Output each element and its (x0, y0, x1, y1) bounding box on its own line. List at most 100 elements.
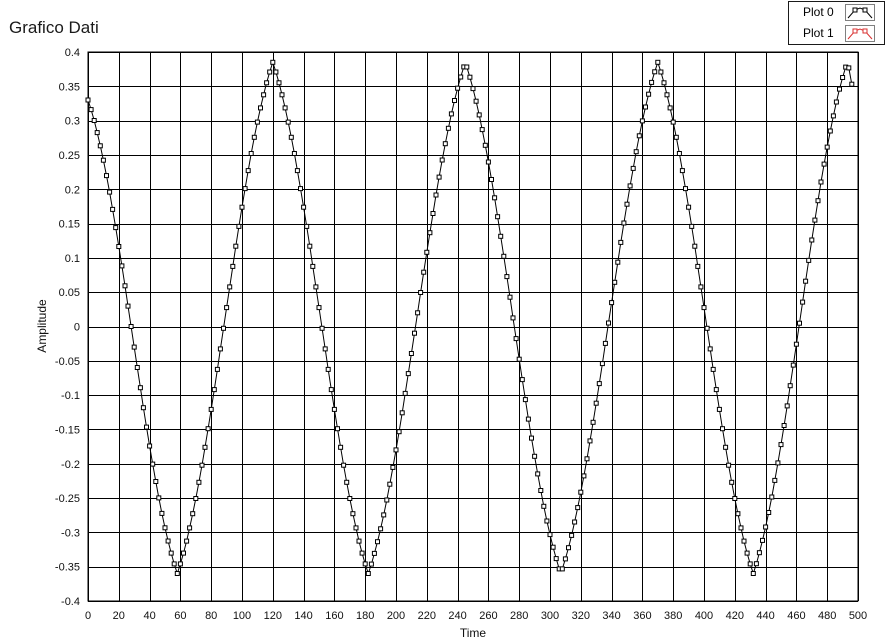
data-point (664, 92, 670, 98)
data-point (587, 438, 593, 444)
data-point (325, 366, 331, 372)
data-point (319, 325, 325, 331)
data-point (544, 518, 550, 524)
x-tick-label: 300 (541, 610, 559, 622)
data-point (713, 387, 719, 393)
data-point (224, 305, 230, 311)
data-point (436, 174, 442, 180)
data-point (670, 119, 676, 125)
y-tick-label: -0.3 (61, 527, 80, 539)
data-point (492, 195, 498, 201)
data-point (624, 201, 630, 207)
data-point (815, 198, 821, 204)
data-point (208, 406, 214, 412)
data-point (248, 151, 254, 156)
data-point (91, 118, 97, 123)
data-point (744, 550, 750, 556)
legend-item-plot-1[interactable]: Plot 1 (789, 23, 884, 44)
legend-label-plot-0: Plot 0 (803, 5, 834, 19)
data-point (445, 125, 451, 131)
data-point (301, 204, 307, 210)
data-point (612, 279, 618, 285)
data-point (781, 423, 787, 428)
data-point (590, 419, 596, 425)
plot-legend[interactable]: Plot 0 Plot 1 (788, 1, 885, 45)
data-point (793, 341, 799, 347)
data-point (787, 383, 793, 389)
data-point (676, 151, 682, 156)
x-tick-label: 60 (174, 610, 186, 622)
y-tick-label: 0.15 (59, 219, 80, 231)
x-tick-label: 180 (356, 610, 374, 622)
line-marker-icon[interactable] (845, 25, 875, 42)
y-tick-label: 0.4 (65, 47, 80, 59)
data-point (104, 173, 109, 179)
x-tick-label: 360 (633, 610, 651, 622)
data-point (322, 346, 328, 352)
data-point (162, 525, 168, 531)
data-point (538, 488, 544, 493)
data-point (593, 400, 599, 406)
legend-item-plot-0[interactable]: Plot 0 (789, 2, 884, 23)
data-point (599, 361, 605, 367)
data-point (144, 424, 149, 430)
data-point (245, 168, 251, 174)
y-tick-label: 0 (74, 322, 80, 334)
data-point (683, 186, 688, 192)
data-point (242, 186, 248, 192)
data-point (100, 157, 106, 163)
data-point (264, 80, 270, 86)
data-point (408, 351, 414, 356)
data-point (381, 512, 387, 518)
data-point (217, 346, 223, 352)
data-point (171, 561, 177, 567)
data-point (452, 98, 457, 103)
data-point (88, 107, 94, 113)
data-point (772, 477, 778, 483)
data-point (581, 473, 587, 479)
y-tick-label: -0.05 (55, 356, 80, 368)
data-point (153, 479, 159, 484)
data-point (827, 128, 833, 134)
data-point (279, 92, 285, 98)
data-point (661, 80, 667, 86)
data-point (110, 206, 116, 212)
data-point (735, 511, 741, 517)
data-point (775, 460, 781, 466)
x-tick-label: 20 (113, 610, 125, 622)
data-point (535, 471, 541, 477)
data-point (285, 119, 291, 125)
data-point (846, 65, 852, 71)
data-point (525, 416, 531, 422)
data-point (566, 545, 571, 551)
data-point (427, 230, 433, 236)
x-tick-label: 340 (602, 610, 620, 622)
x-tick-label: 380 (664, 610, 682, 622)
data-point (310, 263, 316, 269)
data-point (766, 510, 772, 515)
data-point (415, 310, 421, 316)
data-point (393, 447, 399, 453)
data-point (633, 149, 639, 155)
data-point (606, 320, 611, 326)
data-point (294, 168, 300, 174)
data-point (572, 519, 578, 525)
data-point (584, 456, 590, 462)
data-point (655, 59, 661, 65)
line-marker-icon[interactable] (845, 4, 875, 21)
data-point (165, 538, 171, 544)
data-point (482, 142, 488, 148)
x-tick-label: 260 (479, 610, 497, 622)
data-point (464, 64, 470, 70)
data-point (769, 494, 775, 500)
data-point (821, 161, 827, 167)
data-point (122, 283, 128, 289)
data-point (602, 340, 608, 346)
data-point (723, 444, 729, 450)
data-point (251, 134, 257, 140)
data-point (307, 243, 313, 249)
data-point (177, 561, 183, 567)
data-point (636, 133, 642, 139)
data-point (288, 134, 294, 140)
